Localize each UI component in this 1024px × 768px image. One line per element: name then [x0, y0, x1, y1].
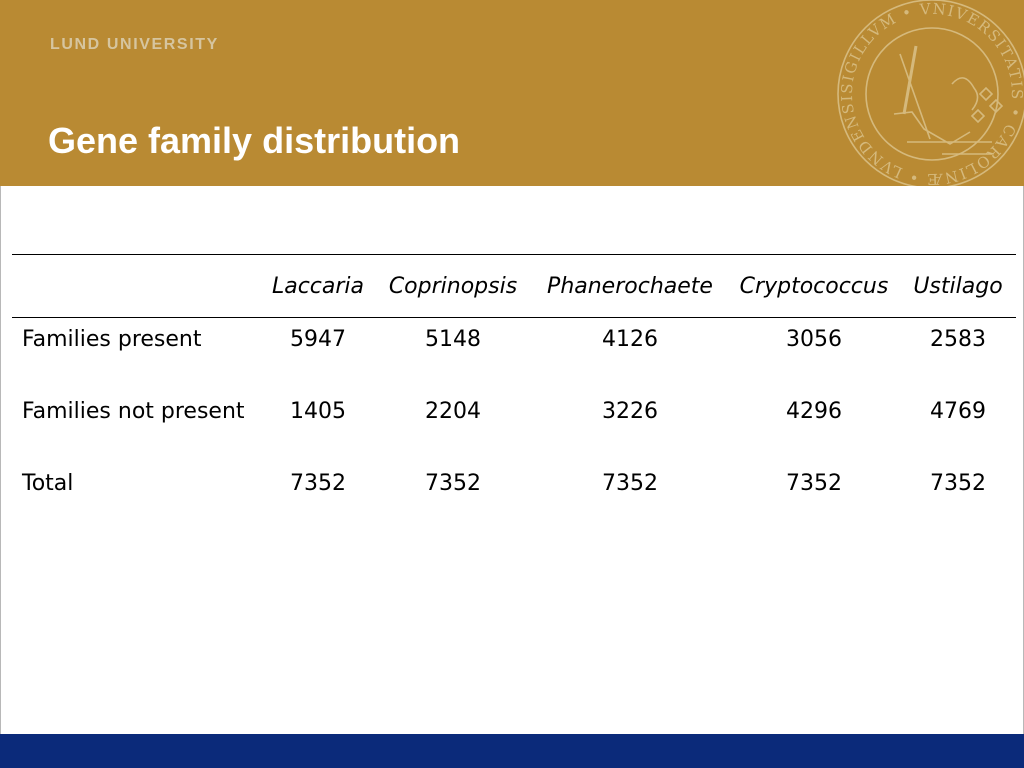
slide-title: Gene family distribution: [48, 120, 461, 161]
column-header-laccaria: Laccaria: [262, 254, 374, 318]
column-header-empty: [12, 254, 262, 318]
table-cell: 3226: [602, 399, 658, 424]
table-cell: 5947: [290, 327, 346, 352]
table-cell: 7352: [290, 471, 346, 496]
table-cell: 4769: [930, 399, 986, 424]
row-label-families-present: Families present: [22, 327, 202, 352]
table-cell: 1405: [290, 399, 346, 424]
table-cell: 4296: [786, 399, 842, 424]
column-header-cryptococcus: Cryptococcus: [728, 254, 900, 318]
table-cell: 2583: [930, 327, 986, 352]
slide-header: LUND UNIVERSITY Gene family distribution…: [0, 0, 1024, 186]
column-header-coprinopsis: Coprinopsis: [374, 254, 532, 318]
row-label-total: Total: [22, 471, 74, 496]
table-row: Families present 5947 5148 4126 3056 258…: [12, 318, 1016, 391]
table-row: Families not present 1405 2204 3226 4296…: [12, 390, 1016, 462]
table-cell: 4126: [602, 327, 658, 352]
column-header-ustilago: Ustilago: [900, 254, 1016, 318]
table-header-row: Laccaria Coprinopsis Phanerochaete Crypt…: [12, 254, 1016, 318]
column-header-phanerochaete: Phanerochaete: [532, 254, 728, 318]
institution-name: LUND UNIVERSITY: [50, 36, 219, 53]
table-cell: 7352: [602, 471, 658, 496]
table-cell: 2204: [425, 399, 481, 424]
table-cell: 7352: [786, 471, 842, 496]
table-cell: 3056: [786, 327, 842, 352]
row-label-families-not-present: Families not present: [22, 399, 245, 424]
table-cell: 7352: [930, 471, 986, 496]
footer-bar: [0, 734, 1024, 768]
table-cell: 7352: [425, 471, 481, 496]
table-row: Total 7352 7352 7352 7352 7352: [12, 462, 1016, 534]
gene-family-table: Laccaria Coprinopsis Phanerochaete Crypt…: [12, 254, 1016, 534]
table-cell: 5148: [425, 327, 481, 352]
university-seal-logo: SIGILLVM • VNIVERSITATIS • CAROLINÆ • LV…: [832, 0, 1024, 186]
